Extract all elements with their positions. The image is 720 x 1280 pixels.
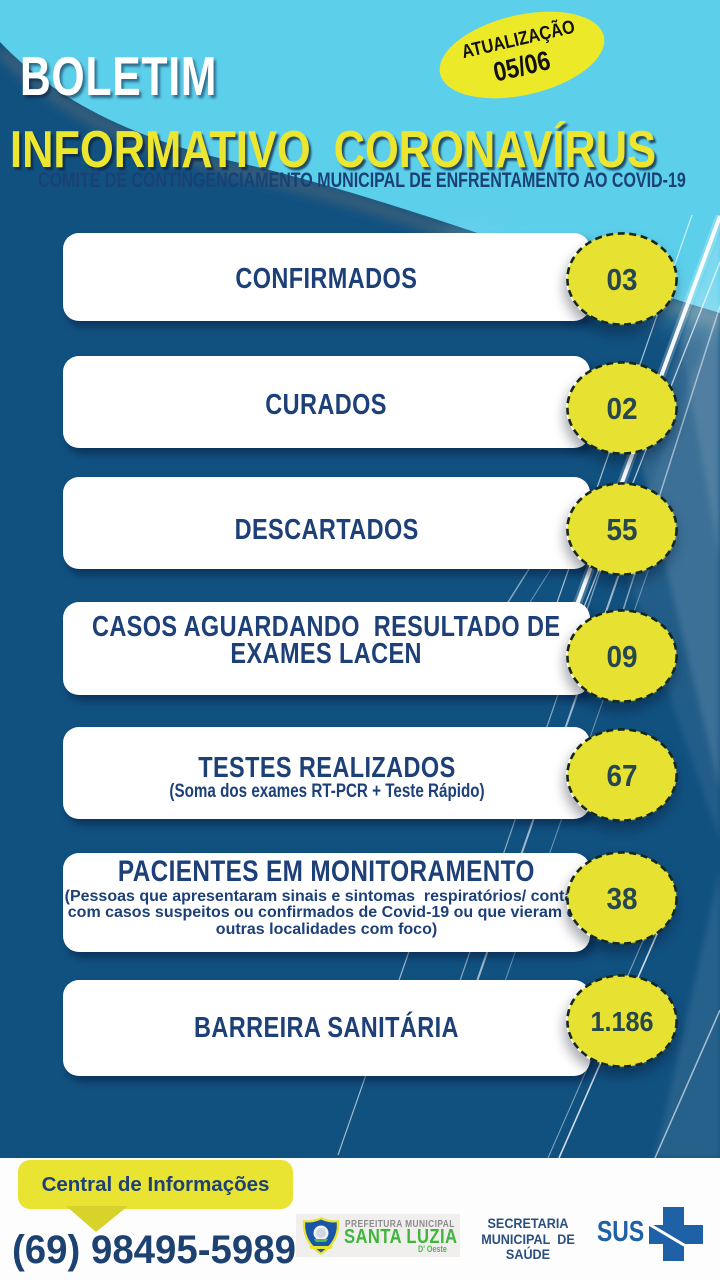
svg-text:38: 38 <box>606 882 637 917</box>
svg-text:02: 02 <box>606 392 637 427</box>
svg-text:55: 55 <box>606 513 637 548</box>
svg-text:09: 09 <box>606 640 637 675</box>
svg-text:1.186: 1.186 <box>590 1006 653 1038</box>
svg-text:67: 67 <box>606 759 637 794</box>
svg-text:03: 03 <box>606 263 637 298</box>
